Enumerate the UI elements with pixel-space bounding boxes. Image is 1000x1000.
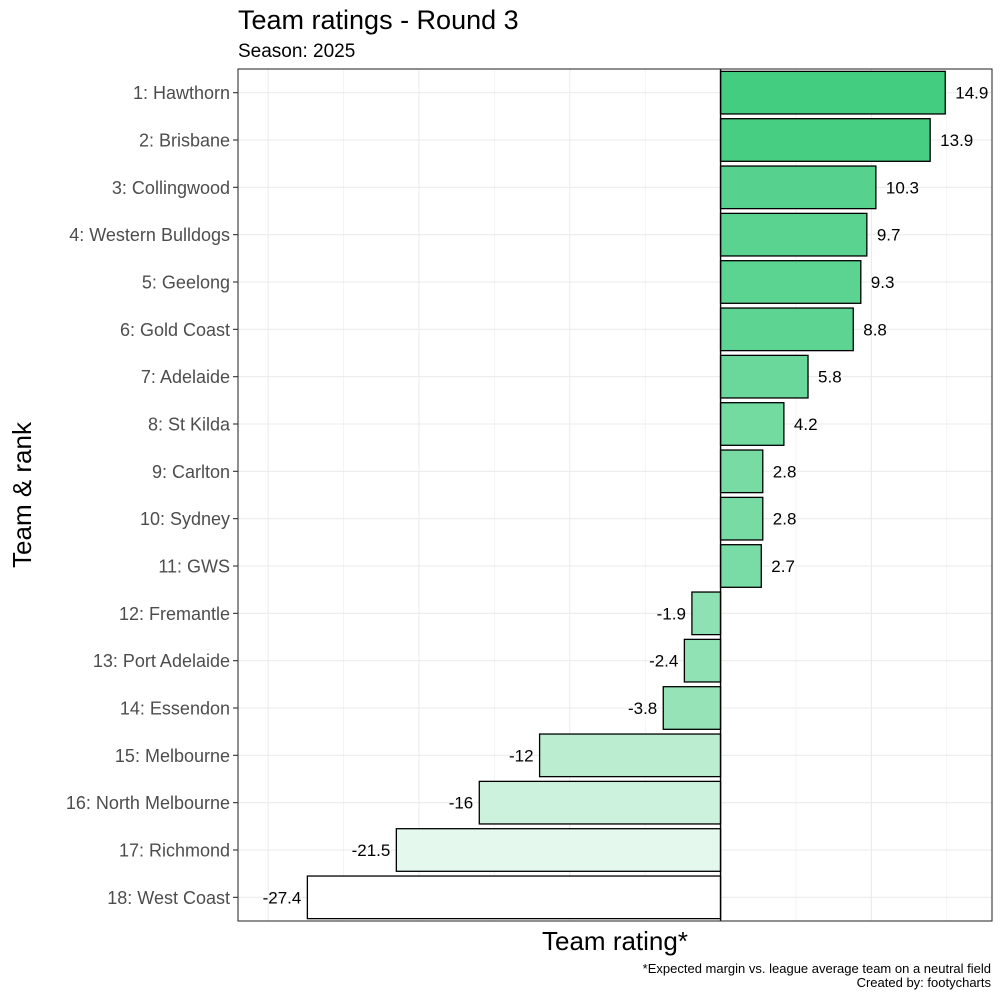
bar xyxy=(662,686,722,730)
category-label: 8: St Kilda xyxy=(148,415,231,435)
value-label: 2.7 xyxy=(771,557,795,576)
category-labels: 1: Hawthorn 2: Brisbane 3: Collingwood 4: W… xyxy=(66,83,231,908)
bar xyxy=(719,260,862,304)
category-label: 14: Essendon xyxy=(120,699,230,719)
bar xyxy=(719,496,764,541)
bar xyxy=(719,307,854,352)
value-label: -2.4 xyxy=(649,652,678,671)
category-label: 2: Brisbane xyxy=(139,131,230,151)
value-label: 10.3 xyxy=(886,178,919,197)
value-label: 8.8 xyxy=(863,320,887,339)
y-axis-title: Team & rank xyxy=(7,421,37,568)
chart-subtitle: Season: 2025 xyxy=(238,41,356,62)
category-label: 9: Carlton xyxy=(152,462,230,482)
value-label: 5.8 xyxy=(818,368,842,387)
category-label: 17: Richmond xyxy=(119,841,230,861)
value-label: -3.8 xyxy=(628,699,657,718)
category-label: 6: Gold Coast xyxy=(120,320,230,340)
value-label: -1.9 xyxy=(657,604,686,623)
category-label: 15: Melbourne xyxy=(115,746,230,766)
bar xyxy=(691,591,722,636)
bar xyxy=(719,354,809,399)
bar xyxy=(719,118,931,162)
category-label: 10: Sydney xyxy=(140,509,230,529)
value-label: 4.2 xyxy=(794,415,818,434)
caption-credit: Created by: footycharts xyxy=(856,975,991,990)
value-label: 2.8 xyxy=(773,462,797,481)
bar xyxy=(306,875,722,920)
value-label: 2.8 xyxy=(773,510,797,529)
category-label: 3: Collingwood xyxy=(112,178,230,198)
value-label: -16 xyxy=(449,794,474,813)
bar xyxy=(719,449,764,494)
caption-footnote: *Expected margin vs. league average team… xyxy=(642,961,991,976)
value-label: 13.9 xyxy=(940,131,973,150)
category-label: 11: GWS xyxy=(158,557,230,577)
category-label: 16: North Melbourne xyxy=(66,793,230,813)
value-label: -27.4 xyxy=(263,888,302,907)
bar xyxy=(719,212,868,257)
value-label: 9.7 xyxy=(877,226,901,245)
category-label: 13: Port Adelaide xyxy=(93,651,230,671)
panel-border xyxy=(237,68,993,922)
bar xyxy=(719,544,762,588)
bar xyxy=(719,165,877,210)
bar xyxy=(538,733,722,778)
value-label: 9.3 xyxy=(871,273,895,292)
value-label: 14.9 xyxy=(955,84,988,103)
value-label: -21.5 xyxy=(352,841,391,860)
y-axis-ticks xyxy=(233,92,238,898)
bar xyxy=(719,402,785,446)
x-axis-title: Team rating* xyxy=(542,926,688,956)
category-label: 4: Western Bulldogs xyxy=(69,225,230,245)
bar xyxy=(683,638,722,683)
bars xyxy=(306,70,946,920)
caption: *Expected margin vs. league average team… xyxy=(643,962,991,990)
value-labels: 14.9 13.9 10.3 9.7 9.3 8.8 5.8 4.2 2.8 2.8 2.7 -1.9… xyxy=(263,84,989,908)
bar xyxy=(478,780,722,825)
bar xyxy=(395,828,722,872)
category-label: 18: West Coast xyxy=(107,888,230,908)
category-label: 1: Hawthorn xyxy=(133,83,230,103)
category-label: 12: Fremantle xyxy=(119,604,230,624)
category-label: 5: Geelong xyxy=(142,273,230,293)
value-label: -12 xyxy=(509,746,534,765)
chart-title: Team ratings - Round 3 xyxy=(238,5,519,35)
category-label: 7: Adelaide xyxy=(141,367,230,387)
bar xyxy=(719,70,946,115)
